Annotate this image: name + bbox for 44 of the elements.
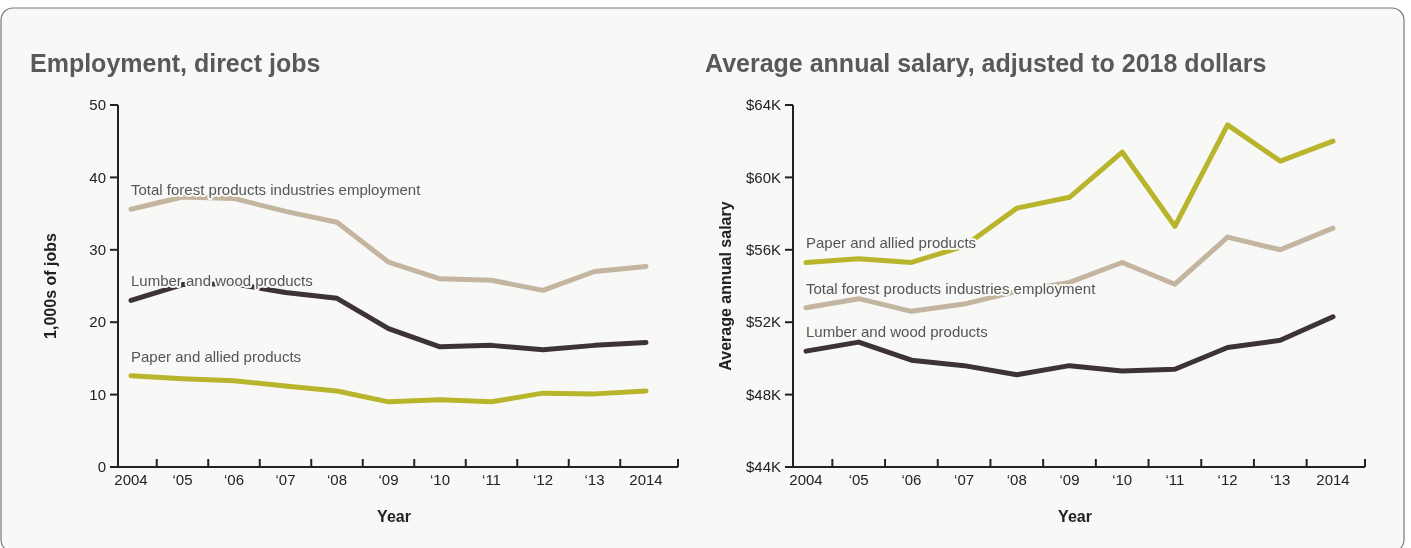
x-tick-label: ‘05	[172, 471, 193, 488]
y-tick-label: $48K	[745, 385, 781, 403]
chart-title: Employment, direct jobs	[30, 49, 321, 77]
y-tick-label: 30	[89, 241, 106, 259]
chart-title: Average annual salary, adjusted to 2018 dollars	[705, 49, 1267, 77]
series-label: Total forest products industries employment	[131, 181, 422, 199]
x-tick-label: ‘10	[429, 471, 451, 488]
y-axis-title: 1,000s of jobs	[42, 232, 59, 339]
x-axis-title: Year	[377, 508, 411, 525]
series-label: Lumber and wood products	[806, 323, 988, 341]
x-tick-label: ‘13	[1270, 471, 1291, 488]
x-tick-label: ‘12	[532, 471, 554, 488]
x-tick-label: ‘09	[1059, 471, 1080, 488]
y-tick-label: 0	[97, 458, 106, 476]
x-tick-label: ‘07	[275, 471, 296, 488]
x-tick-label: ‘06	[223, 471, 245, 488]
x-tick-label: ‘09	[378, 471, 399, 488]
y-tick-label: 50	[89, 96, 106, 114]
x-tick-label: ‘10	[1112, 471, 1133, 488]
y-tick-label: $64K	[745, 96, 781, 114]
y-tick-label: 40	[89, 168, 106, 186]
y-tick-label: $60K	[745, 168, 781, 186]
x-tick-label: ‘06	[901, 471, 922, 488]
x-tick-label: ‘05	[848, 471, 869, 488]
y-axis-title: Average annual salary	[717, 201, 734, 371]
series-label: Total forest products industries employment	[806, 279, 1097, 297]
x-tick-label: 2014	[1316, 471, 1350, 488]
x-tick-label: 2004	[114, 471, 148, 488]
x-axis-title: Year	[1058, 508, 1092, 525]
x-tick-label: ‘08	[1006, 471, 1027, 488]
x-tick-label: 2004	[789, 471, 823, 488]
x-tick-label: ‘11	[1165, 471, 1185, 488]
y-tick-label: 20	[89, 313, 106, 331]
x-tick-label: 2014	[629, 471, 663, 488]
y-tick-label: $56K	[745, 241, 781, 259]
x-tick-label: ‘07	[954, 471, 975, 488]
x-tick-label: ‘12	[1217, 471, 1238, 488]
x-tick-label: ‘13	[584, 471, 605, 488]
x-tick-label: ‘08	[326, 471, 348, 488]
y-tick-label: $44K	[745, 458, 781, 476]
y-tick-label: 10	[89, 385, 106, 403]
series-label: Paper and allied products	[131, 347, 302, 365]
x-tick-label: ‘11	[482, 471, 501, 488]
y-tick-label: $52K	[745, 313, 781, 331]
